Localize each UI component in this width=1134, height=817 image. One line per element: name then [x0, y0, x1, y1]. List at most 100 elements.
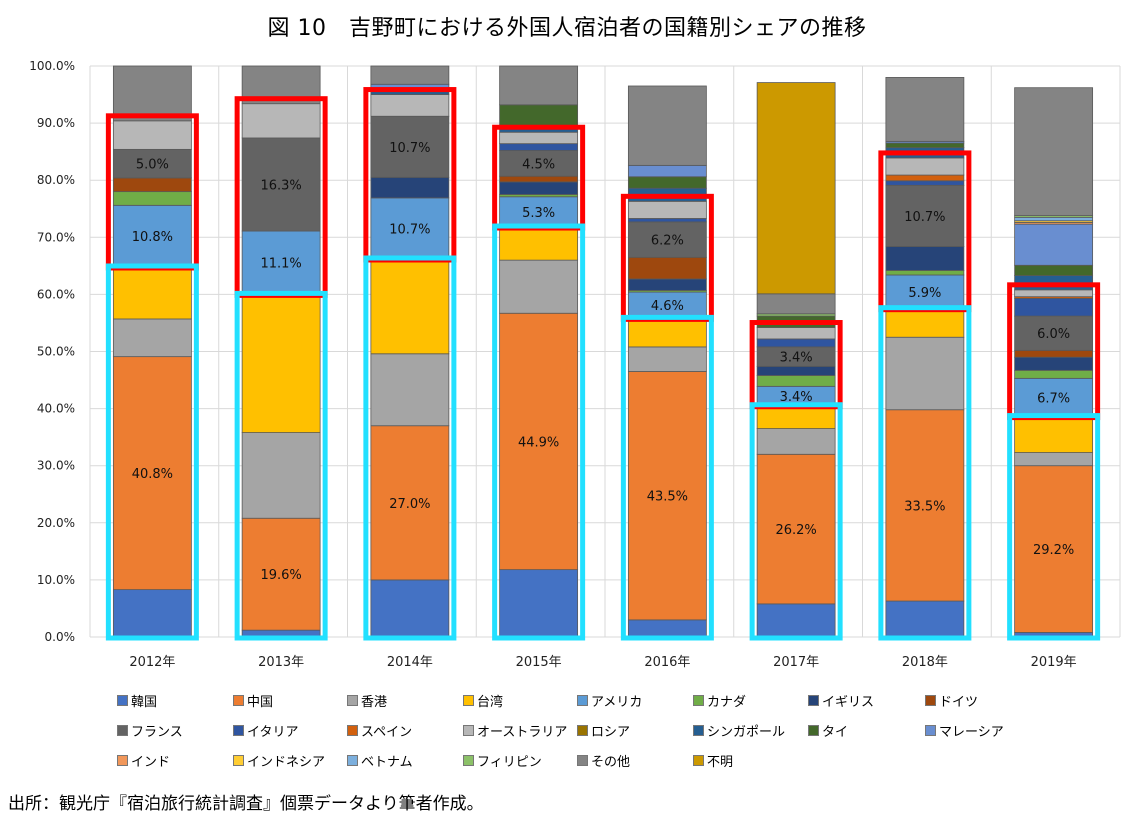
legend-item: スペイン [347, 721, 412, 740]
data-label: 40.8% [132, 467, 173, 482]
data-label: 3.4% [780, 351, 813, 366]
bar-segment [370, 65, 450, 85]
bar-segment [756, 327, 836, 340]
bar-segment [885, 246, 965, 271]
data-label: 10.7% [904, 210, 945, 225]
data-label: 16.3% [260, 178, 301, 193]
data-label: 5.9% [908, 286, 941, 301]
legend-swatch [693, 755, 704, 766]
bar-segment [756, 428, 836, 455]
bar-segment [499, 175, 579, 183]
legend-item: 不明 [693, 751, 733, 770]
data-label: 5.3% [522, 206, 555, 221]
bar-segment [1014, 377, 1094, 417]
bar-segment [112, 120, 192, 150]
highlight-box-cyan [363, 255, 457, 641]
bar-segment [499, 65, 579, 106]
bar-segment [1014, 349, 1094, 358]
y-tick-label: 30.0% [37, 459, 75, 473]
highlight-box-cyan [234, 290, 328, 641]
bar-segment [112, 356, 192, 591]
legend-item: ドイツ [925, 691, 978, 710]
bar-segment [112, 65, 192, 122]
data-labels: 40.8% 10.8% 5.0% 19.6% 11.1% 16.3% 27.0% 10.7% 1… [132, 141, 1075, 583]
legend-item: フィリピン [463, 751, 542, 770]
bar-segment [1014, 356, 1094, 371]
legend-swatch [117, 725, 128, 736]
x-tick-label: 2013年 [258, 655, 304, 670]
legend-label: 韓国 [131, 695, 158, 710]
legend-item: イギリス [808, 691, 874, 710]
legend-swatch [693, 725, 704, 736]
x-tick-label: 2014年 [387, 655, 433, 670]
y-tick-label: 80.0% [37, 173, 75, 187]
bar-segment [885, 409, 965, 602]
y-tick-label: 70.0% [37, 230, 75, 244]
bar-segment [885, 600, 965, 638]
highlight-box-cyan [492, 223, 586, 641]
legend-label: フィリピン [477, 755, 542, 770]
legend-label: シンガポール [707, 725, 786, 740]
data-label: 10.7% [389, 222, 430, 237]
legend-label: インド [131, 755, 171, 770]
data-label: 6.0% [1037, 327, 1070, 342]
legend-swatch [925, 725, 936, 736]
bar-segment [370, 197, 450, 260]
bar-segment [885, 157, 965, 176]
bar-segment [241, 103, 321, 139]
bar-segment [112, 204, 192, 268]
x-axis-ticks: 2012年 2013年 2014年 2015年 2016年 2017年 2018年 2019年 [129, 655, 1076, 670]
data-label: 3.4% [780, 390, 813, 405]
data-label: 5.0% [136, 158, 169, 173]
bar-segment [1014, 315, 1094, 351]
legend-item: 台湾 [463, 691, 503, 710]
x-tick-label: 2016年 [644, 655, 690, 670]
bar-segment [1014, 465, 1094, 633]
bar-segment [499, 131, 579, 145]
legend-swatch [233, 755, 244, 766]
bar-segment [1014, 369, 1094, 379]
bar-segment [885, 174, 965, 182]
y-tick-label: 100.0% [29, 59, 75, 73]
source-note: 出所：観光庁『宿泊旅行統計調査』個票データより筆者作成。 [8, 794, 484, 814]
y-tick-label: 40.0% [37, 402, 75, 416]
legend-label: インドネシア [247, 755, 326, 770]
legend-swatch [808, 695, 819, 706]
legend-label: 不明 [707, 755, 734, 770]
legend-swatch [577, 725, 588, 736]
bar-segment [241, 137, 321, 232]
data-label: 4.6% [651, 299, 684, 314]
data-label: 6.2% [651, 234, 684, 249]
bar-segment [627, 200, 707, 219]
y-tick-label: 20.0% [37, 516, 75, 530]
bar-segment [241, 293, 321, 433]
legend-swatch [117, 755, 128, 766]
bar-segment [885, 77, 965, 142]
legend-item: カナダ [693, 691, 746, 710]
legend-item: 香港 [347, 691, 387, 710]
bar-segment [756, 338, 836, 348]
bar-segment [370, 258, 450, 355]
legend-label: 香港 [361, 695, 388, 710]
bar-segment [1014, 297, 1094, 317]
bar-segment [499, 226, 579, 261]
bar-segment [756, 365, 836, 376]
legend-swatch [577, 755, 588, 766]
legend-swatch [577, 695, 588, 706]
legend-label: タイ [822, 725, 849, 740]
bar-segment [627, 278, 707, 291]
bar-segment [1014, 264, 1094, 276]
legend-label: ドイツ [939, 695, 979, 710]
legend-label: 台湾 [477, 695, 504, 710]
bar-segment [499, 143, 579, 151]
bar-segment [370, 91, 450, 95]
legend-swatch [463, 755, 474, 766]
bar-segment [756, 82, 836, 295]
legend-swatch [117, 695, 128, 706]
chart-title: 図 10 吉野町における外国人宿泊者の国籍別シェアの推移 [267, 16, 867, 41]
legend-item: アメリカ [577, 691, 642, 710]
bar-segment [241, 432, 321, 519]
legend-item: 中国 [233, 691, 273, 710]
bar-segment [370, 115, 450, 178]
data-label: 10.8% [132, 230, 173, 245]
